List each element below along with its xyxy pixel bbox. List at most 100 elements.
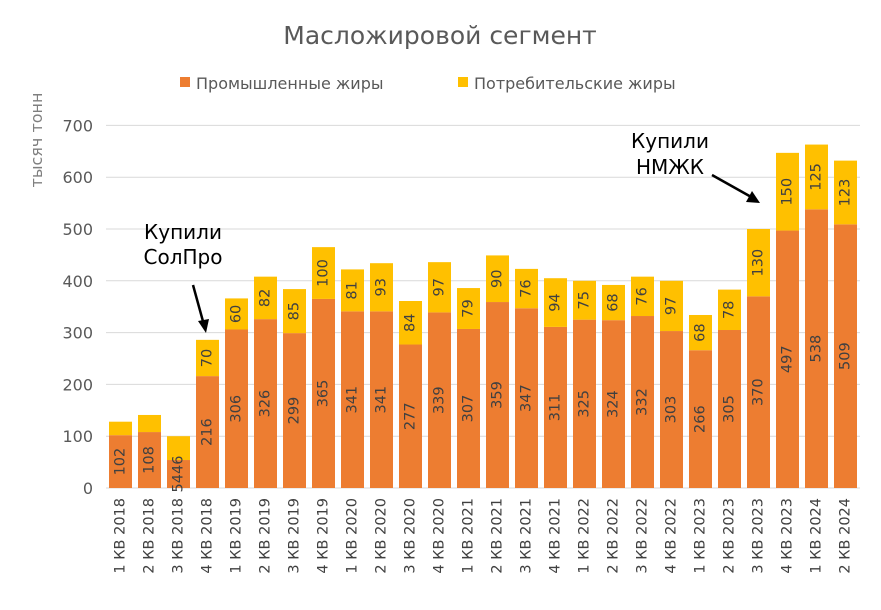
bar-consumer (805, 144, 828, 210)
y-axis-label: тысяч тонн (27, 93, 46, 188)
x-tick-label: 1 КВ 2022 (577, 498, 593, 574)
bar-industrial (138, 432, 161, 488)
bar-consumer (225, 298, 248, 330)
x-tick-label: 1 КВ 2021 (461, 498, 477, 574)
data-label-consumer: 130 (751, 249, 767, 277)
data-label-consumer: 75 (577, 291, 593, 309)
bar-industrial (370, 311, 393, 488)
data-label-industrial: 108 (142, 446, 158, 474)
y-tick-label: 700 (62, 116, 93, 135)
data-label-industrial: 370 (751, 378, 767, 406)
data-label-consumer: 70 (200, 349, 216, 367)
x-tick-label: 3 КВ 2022 (635, 498, 651, 574)
bar-industrial (602, 320, 625, 488)
bars: 102 108 5446 216 70 306 60 326 82 299 85 365 100 341 8… (109, 144, 857, 492)
annotation-nmzhk-arrowhead (746, 191, 760, 203)
data-label-industrial: 332 (635, 388, 651, 416)
bar-industrial (399, 344, 422, 488)
x-tick-label: 3 КВ 2023 (751, 498, 767, 574)
data-label-consumer: 123 (838, 179, 854, 207)
y-tick-label: 200 (62, 375, 93, 394)
x-tick-label: 1 КВ 2019 (229, 498, 245, 574)
annotation-solpro: Купили СолПро (144, 220, 223, 333)
data-label-industrial: 306 (229, 395, 245, 423)
bar-consumer (718, 289, 741, 331)
x-tick-label: 2 КВ 2023 (722, 498, 738, 574)
bar-industrial (660, 331, 683, 488)
bar-industrial (225, 329, 248, 488)
bar-industrial (834, 224, 857, 488)
data-label-industrial: 324 (606, 390, 622, 418)
bar-industrial (312, 298, 335, 488)
legend-swatch-industrial (180, 77, 190, 87)
bar-consumer (776, 152, 799, 231)
data-label-industrial: 497 (780, 345, 796, 373)
bar-consumer (515, 268, 538, 309)
data-label-consumer: 60 (229, 305, 245, 323)
bar-consumer (747, 229, 770, 297)
bar-consumer (428, 262, 451, 313)
bar-consumer (602, 284, 625, 321)
data-label-consumer: 76 (519, 279, 535, 297)
bar-industrial (747, 296, 770, 488)
bar-consumer (573, 280, 596, 320)
annotation-solpro-line1: Купили (144, 220, 222, 244)
data-label-consumer: 94 (548, 293, 564, 311)
bar-industrial (341, 311, 364, 488)
annotation-solpro-line2: СолПро (144, 245, 223, 269)
data-label-consumer: 76 (635, 287, 651, 305)
bar-consumer (167, 436, 190, 461)
x-tick-label: 4 КВ 2019 (316, 498, 332, 574)
x-tick-label: 3 КВ 2020 (403, 498, 419, 574)
data-label-industrial: 341 (345, 386, 361, 414)
bar-industrial (805, 209, 828, 489)
x-tick-label: 4 КВ 2018 (200, 498, 216, 574)
annotation-nmzhk: Купили НМЖК (631, 129, 760, 203)
data-label-industrial: 326 (258, 390, 274, 418)
x-tick-label: 1 КВ 2024 (809, 498, 825, 574)
bar-industrial (544, 326, 567, 488)
x-tick-label: 2 КВ 2020 (374, 498, 390, 574)
bar-consumer (370, 263, 393, 312)
data-label-industrial: 311 (548, 394, 564, 422)
bar-consumer (283, 289, 306, 334)
x-tick-label: 4 КВ 2022 (664, 498, 680, 574)
data-label-consumer: 78 (722, 301, 738, 319)
x-tick-label: 2 КВ 2019 (258, 498, 274, 574)
bar-consumer (689, 314, 712, 351)
x-tick-label: 2 КВ 2018 (142, 498, 158, 574)
bar-industrial (718, 330, 741, 488)
data-label-industrial: 509 (838, 342, 854, 370)
bar-industrial (631, 316, 654, 488)
bar-consumer (486, 255, 509, 303)
bar-industrial (283, 333, 306, 488)
bar-consumer (834, 160, 857, 225)
y-tick-label: 500 (62, 220, 93, 239)
data-label-industrial: 325 (577, 390, 593, 418)
data-label-industrial: 303 (664, 396, 680, 424)
bar-industrial (515, 308, 538, 488)
y-tick-label: 0 (83, 479, 93, 498)
bar-consumer (109, 421, 132, 436)
data-label-industrial: 299 (287, 397, 303, 425)
x-tick-label: 2 КВ 2021 (490, 498, 506, 574)
data-label-consumer: 68 (606, 293, 622, 311)
data-label-consumer: 85 (287, 302, 303, 320)
data-label-consumer: 90 (490, 270, 506, 288)
x-tick-label: 2 КВ 2022 (606, 498, 622, 574)
x-tick-label: 2 КВ 2024 (838, 498, 854, 574)
x-tick-label: 1 КВ 2020 (345, 498, 361, 574)
x-tick-label: 3 КВ 2021 (519, 498, 535, 574)
data-label-industrial: 307 (461, 395, 477, 423)
annotation-solpro-arrowhead (198, 319, 209, 333)
data-label-consumer: 100 (316, 259, 332, 287)
bar-industrial (573, 319, 596, 488)
chart-title: Масложировой сегмент (283, 21, 596, 50)
bar-consumer (196, 339, 219, 377)
legend-label-industrial: Промышленные жиры (196, 74, 383, 93)
data-label-consumer: 84 (403, 314, 419, 332)
x-tick-label: 1 КВ 2018 (113, 498, 129, 574)
x-tick-label: 4 КВ 2021 (548, 498, 564, 574)
data-label-industrial: 359 (490, 381, 506, 409)
